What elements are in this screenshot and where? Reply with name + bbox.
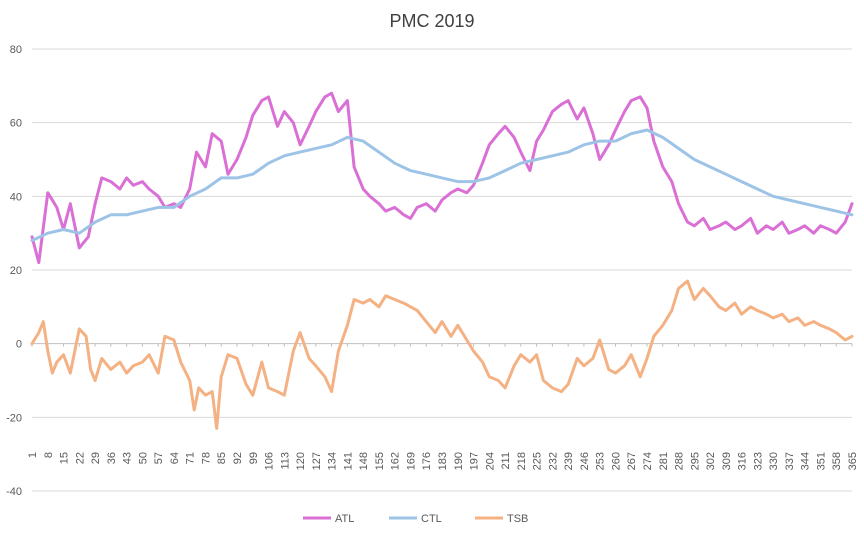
legend-label: CTL: [421, 513, 442, 525]
x-tick-label: 330: [768, 452, 780, 470]
x-tick-label: 57: [153, 452, 165, 464]
x-tick-label: 85: [216, 452, 228, 464]
series-line-tsb: [30, 279, 854, 430]
y-tick-label: 0: [16, 339, 22, 351]
legend-item-atl: ATL: [303, 513, 354, 525]
x-tick-label: 344: [800, 452, 812, 470]
x-tick-label: 78: [200, 452, 212, 464]
x-tick-label: 337: [784, 452, 796, 470]
x-tick-label: 22: [74, 452, 86, 464]
x-tick-label: 43: [122, 452, 134, 464]
x-tick-label: 8: [43, 452, 55, 458]
x-tick-label: 204: [484, 452, 496, 470]
x-tick-label: 197: [469, 452, 481, 470]
y-tick-label: 60: [10, 118, 22, 130]
x-tick-label: 365: [847, 452, 859, 470]
gridlines: [32, 48, 852, 492]
x-tick-label: 162: [390, 452, 402, 470]
x-tick-label: 309: [721, 452, 733, 470]
x-tick-label: 253: [595, 452, 607, 470]
y-tick-label: -20: [6, 412, 22, 424]
x-tick-label: 92: [232, 452, 244, 464]
x-tick-label: 225: [532, 452, 544, 470]
chart-title: PMC 2019: [389, 11, 474, 31]
x-tick-label: 246: [579, 452, 591, 470]
y-tick-label: 40: [10, 191, 22, 203]
x-tick-label: 106: [264, 452, 276, 470]
x-tick-label: 316: [737, 452, 749, 470]
legend-label: TSB: [507, 513, 528, 525]
legend-item-tsb: TSB: [475, 513, 528, 525]
y-tick-label: 80: [10, 44, 22, 56]
x-tick-label: 99: [248, 452, 260, 464]
legend-item-ctl: CTL: [389, 513, 442, 525]
x-tick-label: 15: [59, 452, 71, 464]
x-tick-label: 1: [27, 452, 39, 458]
x-tick-label: 120: [295, 452, 307, 470]
x-tick-label: 288: [674, 452, 686, 470]
x-tick-label: 239: [563, 452, 575, 470]
x-tick-label: 183: [437, 452, 449, 470]
x-tick-label: 323: [752, 452, 764, 470]
x-tick-label: 50: [137, 452, 149, 464]
x-tick-label: 113: [279, 452, 291, 470]
x-tick-label: 127: [311, 452, 323, 470]
x-tick-label: 281: [658, 452, 670, 470]
x-tick-label: 232: [547, 452, 559, 470]
x-tick-label: 134: [327, 452, 339, 470]
series-line-ctl: [30, 128, 854, 242]
y-axis: 80 60 40 20 0 -20 -40: [6, 44, 22, 498]
x-tick-label: 358: [831, 452, 843, 470]
x-tick-label: 141: [342, 452, 354, 470]
x-tick-label: 148: [358, 452, 370, 470]
x-tick-label: 295: [689, 452, 701, 470]
x-tick-label: 267: [626, 452, 638, 470]
x-tick-label: 260: [610, 452, 622, 470]
x-tick-label: 176: [421, 452, 433, 470]
y-tick-label: -40: [6, 486, 22, 498]
legend-label: ATL: [335, 513, 354, 525]
x-tick-label: 71: [185, 452, 197, 464]
x-tick-label: 302: [705, 452, 717, 470]
legend: ATL CTL TSB: [303, 513, 528, 525]
y-tick-label: 20: [10, 265, 22, 277]
x-tick-label: 29: [90, 452, 102, 464]
x-tick-label: 351: [815, 452, 827, 470]
x-tick-label: 274: [642, 452, 654, 470]
series-lines: [30, 91, 854, 430]
x-tick-label: 190: [453, 452, 465, 470]
x-tick-label: 155: [374, 452, 386, 470]
x-tick-label: 64: [169, 452, 181, 464]
x-tick-label: 169: [405, 452, 417, 470]
x-tick-label: 36: [106, 452, 118, 464]
x-tick-label: 211: [500, 452, 512, 470]
x-tick-label: 218: [516, 452, 528, 470]
x-axis: 1 8 15 22 29 36 43 50 57 64 71 78 85 92 99 106 113 120 127…: [27, 343, 859, 470]
